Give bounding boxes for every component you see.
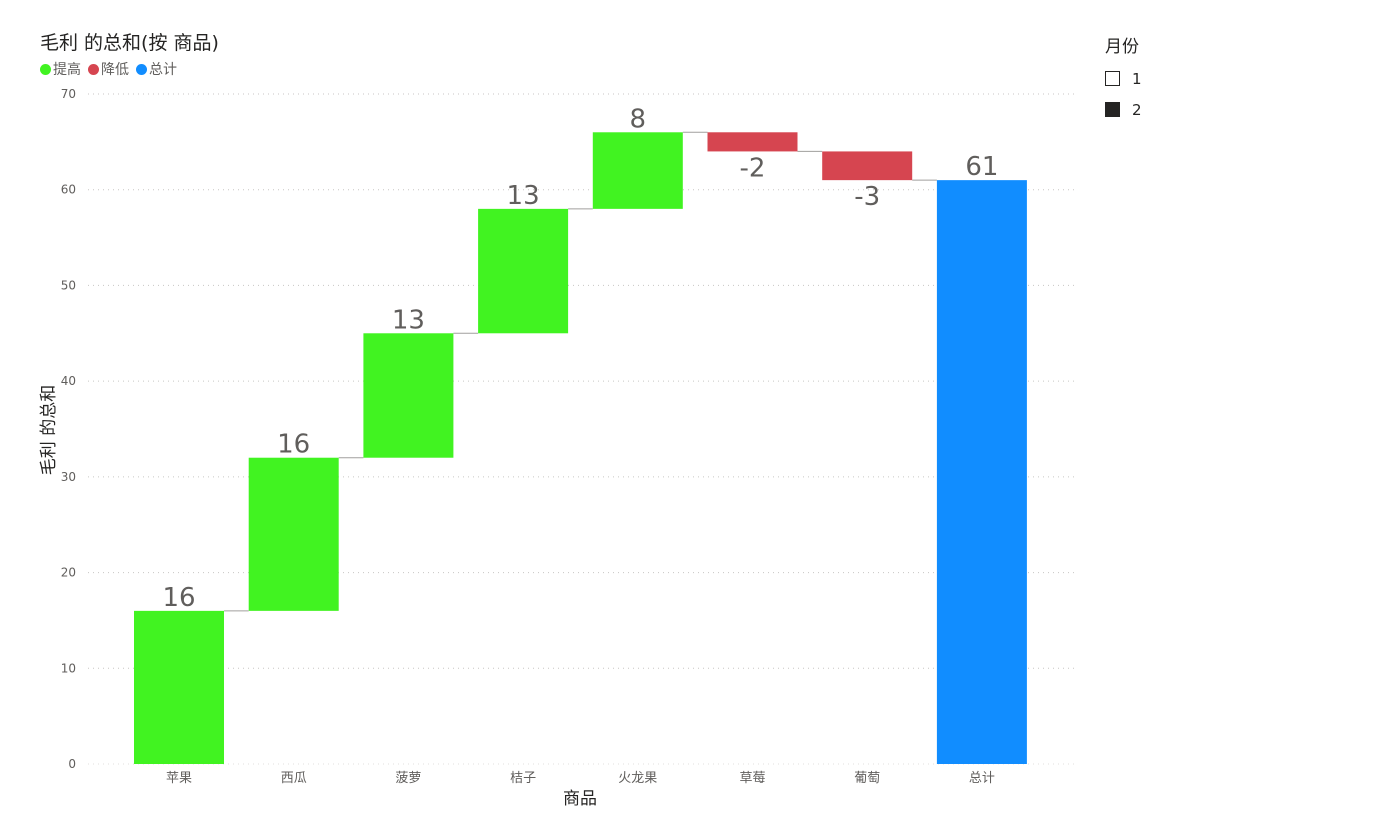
legend-increase-label: 提高 (53, 62, 81, 78)
data-label-1: 16 (277, 430, 310, 460)
y-tick-label-60: 60 (61, 183, 76, 197)
y-tick-label-20: 20 (61, 566, 76, 580)
x-category-label-1: 西瓜 (281, 771, 307, 786)
y-tick-label-40: 40 (61, 374, 76, 388)
legend-total-dot (136, 63, 147, 75)
bar-increase-0 (134, 610, 224, 764)
x-category-label-5: 草莓 (739, 771, 765, 786)
x-category-label-0: 苹果 (166, 771, 192, 786)
chart-title: 毛利 的总和(按 商品) (40, 32, 219, 54)
slicer-checkbox-2[interactable] (1105, 102, 1120, 117)
bar-increase-1 (248, 457, 339, 611)
data-label-7: 61 (965, 152, 998, 182)
x-category-label-4: 火龙果 (618, 771, 657, 786)
y-tick-label-10: 10 (61, 661, 76, 675)
data-labels: 16 16 13 13 8 -2 -3 61 (162, 104, 998, 613)
slicer-checkbox-1[interactable] (1105, 71, 1120, 86)
bar-total-7 (936, 180, 1027, 765)
legend-decrease-label: 降低 (101, 62, 129, 78)
data-label-3: 13 (507, 181, 540, 211)
legend-increase-dot (40, 63, 51, 75)
x-category-label-3: 桔子 (510, 771, 536, 786)
y-tick-label-50: 50 (61, 278, 76, 292)
chart-legend: 提高 降低 总计 (40, 59, 184, 79)
y-axis-title: 毛利 的总和 (39, 385, 59, 475)
legend-item-total[interactable]: 总计 (136, 59, 177, 79)
x-category-label-2: 菠萝 (395, 771, 421, 786)
x-category-label-7: 总计 (969, 771, 995, 786)
bars (134, 132, 1027, 765)
legend-total-label: 总计 (149, 62, 177, 78)
connectors (224, 131, 937, 612)
legend-item-decrease[interactable]: 降低 (88, 59, 129, 79)
bar-decrease-5 (707, 132, 798, 152)
slicer-item-2[interactable]: 2 (1105, 94, 1142, 125)
y-tick-label-70: 70 (61, 87, 76, 101)
slicer-title: 月份 (1105, 37, 1139, 57)
bar-increase-3 (478, 208, 569, 334)
y-tick-label-0: 0 (68, 757, 76, 771)
x-axis-title: 商品 (563, 789, 597, 809)
gridlines (88, 93, 1075, 765)
y-tick-label-30: 30 (61, 470, 76, 484)
x-category-label-6: 葡萄 (854, 771, 880, 786)
data-label-0: 16 (162, 583, 195, 613)
slicer-item-1[interactable]: 1 (1105, 63, 1142, 94)
month-slicer: 月份 1 2 (1105, 32, 1142, 125)
legend-decrease-dot (88, 63, 99, 75)
data-label-2: 13 (392, 305, 425, 335)
slicer-item-label-1: 1 (1132, 69, 1142, 88)
bar-increase-2 (363, 333, 454, 458)
x-axis-categories: 苹果 西瓜 菠萝 桔子 火龙果 草莓 葡萄 总计 (166, 771, 995, 786)
legend-item-increase[interactable]: 提高 (40, 59, 81, 79)
bar-decrease-6 (822, 151, 913, 181)
y-axis-ticks: 0 10 20 30 40 50 60 70 (61, 87, 76, 771)
bar-increase-4 (592, 132, 683, 209)
data-label-5: -2 (740, 153, 766, 183)
data-label-4: 8 (630, 104, 647, 134)
data-label-6: -3 (854, 182, 880, 212)
slicer-item-label-2: 2 (1132, 100, 1142, 119)
